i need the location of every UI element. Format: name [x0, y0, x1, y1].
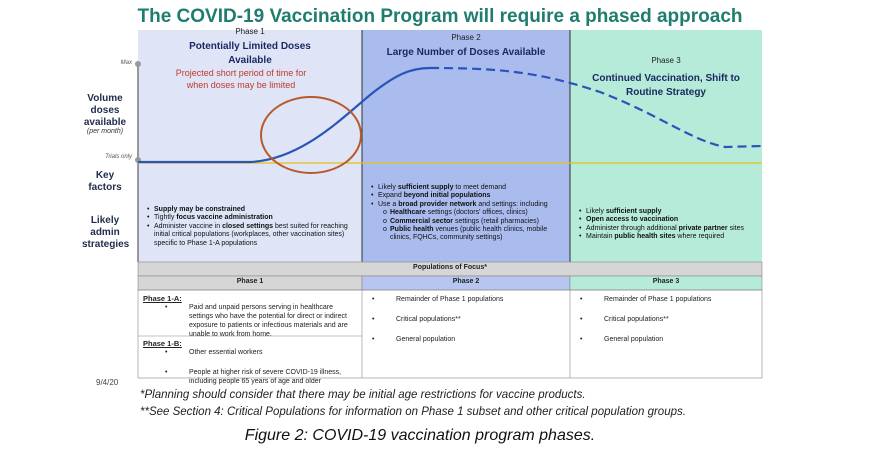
text-run: Administer through additional: [586, 224, 679, 232]
supply-curve-projected: [429, 66, 763, 149]
population-item: General population: [372, 335, 560, 344]
text-run: Likely: [378, 184, 398, 191]
group-list: Paid and unpaid persons serving in healt…: [143, 303, 355, 339]
strategy-list: Likely sufficient supply to meet demandE…: [370, 184, 568, 243]
label-admin: Likely admin strategies: [82, 215, 130, 250]
strategy-item: Use a broad provider network and setting…: [371, 200, 568, 243]
group-title: Phase 1-B:: [143, 339, 182, 348]
population-item: Critical populations**: [372, 315, 560, 324]
caption: Figure 2: COVID-19 vaccination program p…: [244, 427, 596, 444]
footnotes: *Planning should consider that there may…: [140, 387, 686, 421]
phase-heading: Potentially Limited Doses Available: [189, 41, 311, 66]
table-phase-label: Phase 1: [236, 278, 264, 285]
text-run: Expand: [378, 192, 404, 200]
bold-run: Supply may be constrained: [154, 206, 246, 213]
strategy-item: Administer through additional private pa…: [579, 224, 760, 234]
sub-item: Public health venues (public health clin…: [383, 226, 568, 243]
bold-run: sufficient supply: [397, 184, 454, 191]
sub-item: Healthcare settings (doctors' offices, c…: [383, 209, 568, 218]
strategy-list: Supply may be constrainedTightly focus v…: [146, 206, 360, 248]
population-item: Remainder of Phase 1 populations: [580, 295, 752, 304]
bold-run: sufficient supply: [605, 208, 662, 215]
population-item: Remainder of Phase 1 populations: [372, 295, 560, 304]
label-volume: Volume doses available: [83, 93, 127, 128]
text-run: settings (doctors' offices, clinics): [425, 209, 528, 217]
phase-label: Phase 1: [235, 27, 265, 36]
text-run: venues (public health clinics, mobile cl…: [390, 226, 548, 242]
strategy-list: Likely sufficient supplyOpen access to v…: [578, 208, 760, 242]
group-item: People at higher risk of severe COVID-19…: [165, 368, 355, 386]
group-item: Paid and unpaid persons serving in healt…: [165, 303, 355, 339]
footnote: **See Section 4: Critical Populations fo…: [140, 406, 686, 418]
annotation: Projected short period of time for when …: [175, 68, 307, 90]
strategy-item: Supply may be constrained: [147, 206, 360, 215]
title: The COVID-19 Vaccination Program will re…: [137, 6, 743, 27]
population-list: Remainder of Phase 1 populations Critical…: [372, 295, 560, 355]
highlight-ellipse: [260, 96, 362, 174]
population-item: General population: [580, 335, 752, 344]
text-run: settings (retail pharmacies): [453, 217, 540, 225]
strategy-item: Maintain public health sites where requi…: [579, 233, 760, 242]
phase-heading: Continued Vaccination, Shift to Routine …: [592, 73, 740, 98]
bold-run: Public health: [390, 226, 434, 234]
text-run: and settings: including: [476, 200, 548, 208]
table-phase-label: Phase 3: [652, 278, 680, 285]
bold-run: Commercial sector: [390, 217, 454, 225]
text-run: best suited for reaching initial critica…: [154, 222, 348, 247]
axis-dot: [135, 61, 141, 67]
bold-run: Open access to vaccination: [586, 216, 679, 224]
bold-run: Healthcare: [390, 209, 426, 217]
text-run: sites: [727, 224, 744, 232]
population-list: Remainder of Phase 1 populations Critical…: [580, 295, 752, 355]
date: 9/4/20: [96, 378, 119, 387]
label-per-month: (per month): [86, 128, 124, 135]
table-phase-label: Phase 2: [452, 278, 480, 285]
sub-list: Healthcare settings (doctors' offices, c…: [378, 209, 568, 243]
table-body: [137, 289, 763, 379]
text-run: where required: [675, 233, 725, 241]
strategy-item: Likely sufficient supply to meet demand: [371, 184, 568, 193]
bold-run: public health sites: [614, 233, 676, 241]
bold-run: closed settings: [222, 222, 274, 230]
text-run: Likely: [586, 208, 606, 215]
text-run: to meet demand: [453, 184, 506, 191]
population-group: Phase 1-B:Other essential workers People …: [143, 339, 355, 397]
sub-item: Commercial sector settings (retail pharm…: [383, 217, 568, 227]
phase-label: Phase 2: [451, 33, 481, 42]
supply-curve: [138, 66, 431, 164]
strategy-item: Likely sufficient supply: [579, 208, 760, 217]
strategy-item: Administer vaccine in closed settings be…: [147, 222, 360, 248]
text-run: Administer vaccine in: [154, 222, 223, 230]
footnote: *Planning should consider that there may…: [140, 389, 586, 401]
strategy-item: Tightly focus vaccine administration: [147, 214, 360, 223]
group-list: Other essential workers People at higher …: [143, 348, 355, 386]
text-run: Use a: [378, 200, 399, 208]
text-run: Maintain: [586, 233, 615, 241]
label-key-factors: Key factors: [88, 170, 122, 193]
label-trials: Trials only: [105, 154, 132, 160]
bold-run: focus vaccine administration: [176, 214, 273, 222]
bold-run: broad provider network: [398, 200, 477, 208]
bold-run: beyond initial populations: [403, 192, 491, 200]
strategy-item: Open access to vaccination: [579, 216, 760, 225]
group-item: Other essential workers: [165, 348, 355, 357]
phase-label: Phase 3: [651, 56, 681, 65]
bold-run: private partner: [678, 224, 728, 232]
table-header: Populations of Focus*: [413, 264, 487, 271]
group-title: Phase 1-A:: [143, 294, 182, 303]
text-run: Tightly: [154, 214, 177, 222]
label-max: Max: [120, 60, 132, 66]
phase-heading: Large Number of Doses Available: [386, 47, 546, 58]
population-group: Phase 1-A:Paid and unpaid persons servin…: [143, 294, 355, 350]
population-item: Critical populations**: [580, 315, 752, 324]
strategy-item: Expand beyond initial populations: [371, 192, 568, 201]
